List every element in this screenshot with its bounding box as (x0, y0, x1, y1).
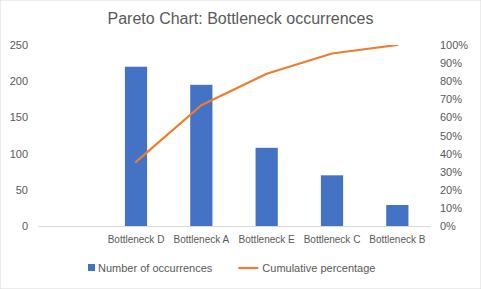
chart-background (0, 0, 481, 289)
y2-tick: 60% (430, 111, 462, 123)
y2-tick: 20% (430, 184, 462, 196)
y2-tick: 70% (430, 93, 462, 105)
y2-tick-label: 80% (440, 75, 462, 87)
marks (125, 45, 409, 226)
x-tick-label: Bottleneck C (304, 234, 361, 245)
bar (386, 205, 408, 226)
legend-swatch (88, 264, 95, 271)
legend-item: Number of occurrences (88, 262, 213, 274)
y-tick: 0 (22, 220, 38, 232)
y2-tick-label: 70% (440, 93, 462, 105)
bar (125, 67, 147, 226)
y2-tick-label: 0% (440, 220, 456, 232)
y2-axis-line (430, 46, 431, 227)
y-tick: 50 (16, 184, 38, 196)
x-axis: Bottleneck D Bottleneck A Bottleneck E Bott… (39, 227, 431, 246)
y2-tick: 30% (430, 166, 462, 178)
y2-tick: 50% (430, 130, 462, 142)
x-tick-label: Bottleneck A (174, 234, 230, 245)
x-tick-label: Bottleneck D (108, 234, 165, 245)
x-tick: Bottleneck E (239, 234, 295, 245)
y2-tick-label: 30% (440, 166, 462, 178)
line (136, 45, 397, 162)
y-tick-label: 0 (22, 220, 28, 232)
chart: Pareto Chart: Bottleneck occurrences 0 50 1… (0, 0, 481, 289)
y2-tick-label: 40% (440, 148, 462, 160)
bar-series (125, 67, 409, 226)
y-tick-label: 100 (10, 148, 28, 160)
bar (256, 148, 278, 226)
x-tick: Bottleneck D (108, 234, 165, 245)
x-tick-label: Bottleneck B (369, 234, 425, 245)
y2-tick: 100% (430, 39, 468, 51)
y-tick: 150 (10, 111, 38, 123)
y-tick-label: 250 (10, 39, 28, 51)
y2-tick-label: 90% (440, 57, 462, 69)
y-tick-label: 150 (10, 111, 28, 123)
y-axis-line (38, 46, 39, 227)
x-axis-line (39, 226, 431, 227)
y2-tick: 10% (430, 202, 462, 214)
y2-tick-label: 10% (440, 202, 462, 214)
x-tick: Bottleneck A (174, 234, 230, 245)
legend-swatch (238, 267, 258, 269)
y2-tick: 90% (430, 57, 462, 69)
y-axis: 0 50 100 150 200 250 (10, 39, 39, 232)
y2-tick-label: 50% (440, 130, 462, 142)
y2-tick: 80% (430, 75, 462, 87)
y2-tick: 40% (430, 148, 462, 160)
title: Pareto Chart: Bottleneck occurrences (108, 10, 374, 27)
y-tick: 200 (10, 75, 38, 87)
x-tick-label: Bottleneck E (239, 234, 295, 245)
x-tick: Bottleneck C (304, 234, 361, 245)
y2-tick-label: 60% (440, 111, 462, 123)
bar (321, 175, 343, 226)
plot: 0 50 100 150 200 250 0% 10% 20% 30% 40% 50% 60% 70% 80… (10, 39, 469, 245)
y-tick-label: 200 (10, 75, 28, 87)
y-tick-label: 50 (16, 184, 28, 196)
legend-label: Number of occurrences (98, 262, 213, 274)
x-tick: Bottleneck B (369, 234, 425, 245)
y-tick: 250 (10, 39, 38, 51)
y2-tick-label: 20% (440, 184, 462, 196)
legend-label: Cumulative percentage (262, 262, 375, 274)
legend: Number of occurrences Cumulative percenta… (88, 262, 375, 274)
legend-item: Cumulative percentage (238, 262, 375, 274)
y2-axis: 0% 10% 20% 30% 40% 50% 60% 70% 80% 90% 100% (430, 39, 468, 232)
y-tick: 100 (10, 148, 38, 160)
y2-tick: 0% (430, 220, 456, 232)
y2-tick-label: 100% (440, 39, 468, 51)
